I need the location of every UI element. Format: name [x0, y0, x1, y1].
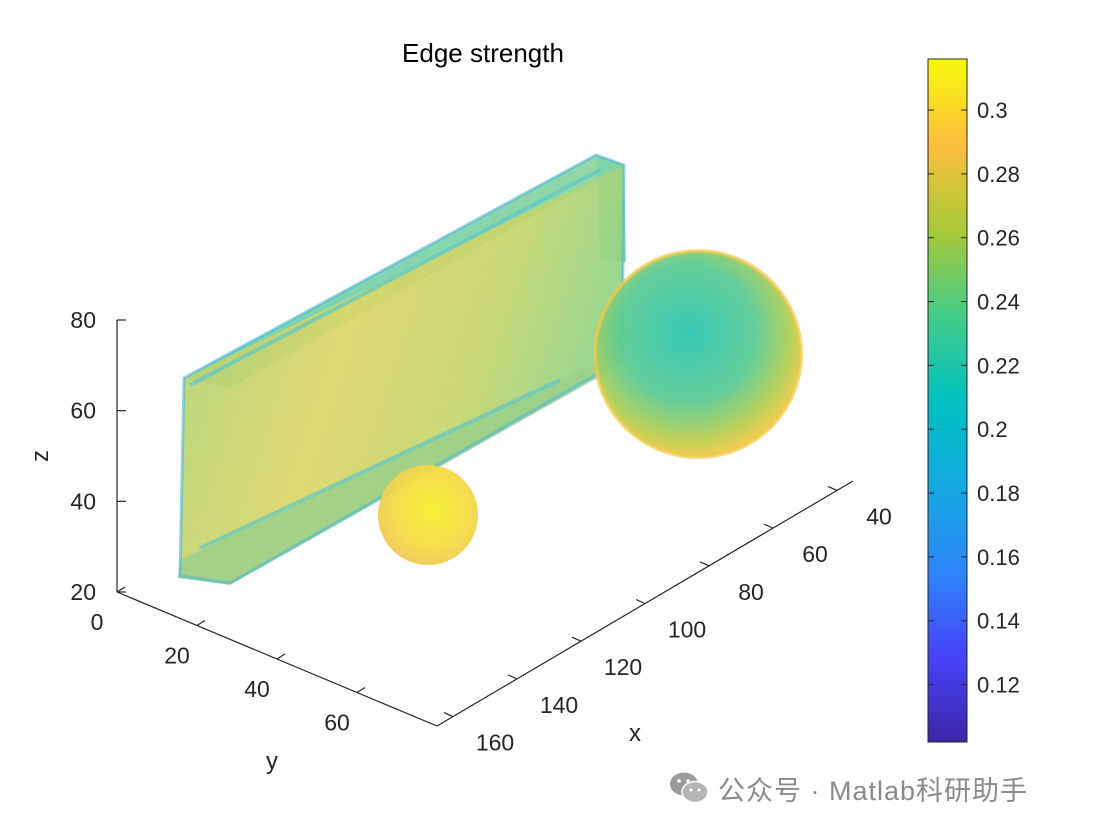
z-axis-label: z — [27, 450, 54, 462]
tick-labels: 20 40 60 80 0 20 40 60 40 60 80 100 120 140 160 — [70, 307, 891, 756]
x-tick — [827, 485, 838, 491]
slab-front-face — [180, 165, 624, 583]
z-tick-label: 20 — [70, 579, 96, 605]
colorbar-ticks — [928, 109, 967, 686]
small-sphere — [378, 465, 478, 565]
large-sphere-rim — [593, 249, 803, 459]
colorbar-tick-label: 0.12 — [977, 673, 1020, 698]
large-sphere-surface — [593, 249, 803, 459]
x-tick-label: 140 — [540, 692, 578, 718]
x-tick-label: 60 — [802, 541, 828, 567]
colorbar-tick-label: 0.24 — [977, 290, 1020, 315]
colorbar: 0.12 0.14 0.16 0.18 0.2 0.22 0.24 0.26 0.28 0.3 — [927, 58, 1020, 743]
colorbar-tick-label: 0.26 — [977, 226, 1020, 251]
x-tick-label: 100 — [668, 617, 706, 643]
z-tick-label: 60 — [70, 398, 96, 424]
y-tick — [196, 619, 206, 627]
colorbar-tick-label: 0.28 — [977, 162, 1020, 187]
z-tick-label: 80 — [70, 307, 96, 333]
chart-title: Edge strength — [402, 38, 564, 68]
slab-bottom-edge — [178, 352, 622, 585]
slab-edge-highlight — [189, 168, 601, 550]
y-tick — [356, 686, 366, 694]
x-tick — [443, 712, 454, 718]
y-tick — [276, 653, 286, 660]
colorbar-tick-label: 0.18 — [977, 481, 1020, 506]
y-tick — [116, 586, 126, 593]
x-tick — [763, 523, 774, 529]
small-sphere-surface — [378, 465, 478, 565]
colorbar-tick-label: 0.22 — [977, 353, 1020, 378]
x-tick-label: 80 — [738, 579, 764, 605]
large-sphere — [595, 251, 801, 457]
x-tick-label: 120 — [604, 654, 642, 680]
x-tick — [507, 674, 518, 680]
z-tick-label: 40 — [70, 488, 96, 514]
x-tick — [635, 598, 646, 605]
x-tick — [571, 636, 582, 642]
colorbar-tick-label: 0.2 — [977, 417, 1008, 442]
y-axis-label: y — [266, 748, 278, 775]
x-axis-label: x — [629, 720, 641, 747]
colorbar-gradient — [927, 58, 968, 743]
colorbar-tick-label: 0.14 — [977, 609, 1020, 634]
colorbar-tick-labels: 0.12 0.14 0.16 0.18 0.2 0.22 0.24 0.26 0.28 0.3 — [977, 98, 1020, 697]
x-tick-label: 40 — [866, 503, 892, 529]
isosurfaces — [178, 153, 803, 585]
ticks — [116, 319, 838, 718]
colorbar-tick-label: 0.16 — [977, 545, 1020, 570]
watermark: 公众号 · Matlab科研助手 — [668, 768, 1028, 808]
wechat-icon — [670, 772, 709, 804]
y-tick-label: 40 — [244, 676, 270, 702]
colorbar-tick-label: 0.3 — [977, 98, 1008, 123]
x-tick — [699, 561, 710, 567]
slab-surface — [178, 153, 626, 585]
y-tick-label: 60 — [324, 710, 350, 736]
y-tick-label: 20 — [164, 643, 190, 669]
y-tick-label: 0 — [91, 609, 104, 635]
x-tick-label: 160 — [476, 730, 514, 756]
watermark-text: 公众号 · Matlab科研助手 — [718, 775, 1029, 806]
